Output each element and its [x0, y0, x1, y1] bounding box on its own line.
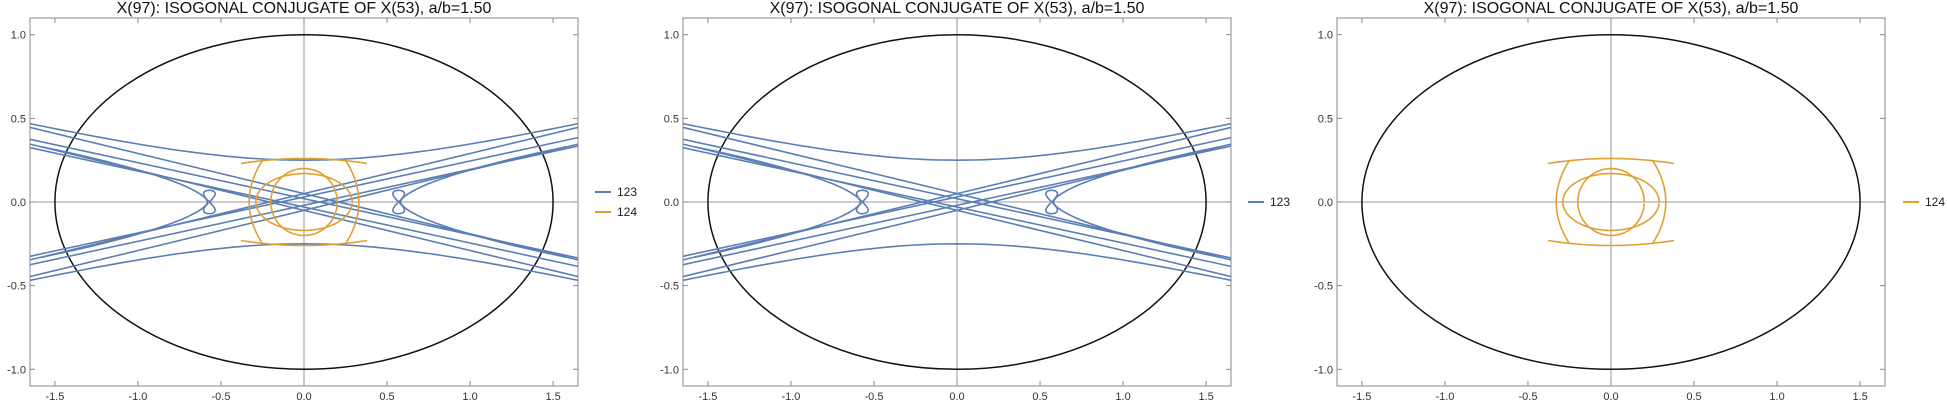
- series-124-curve: [270, 167, 338, 237]
- series-124-curve: [344, 159, 360, 245]
- y-tick-label: 0.0: [11, 197, 26, 209]
- x-tick-label: 1.5: [1852, 391, 1867, 403]
- series-124-curve: [1547, 157, 1675, 165]
- chart-panel-1: X(97): ISOGONAL CONJUGATE OF X(53), a/b=…: [7, 0, 637, 403]
- y-tick-label: -0.5: [7, 281, 26, 293]
- series-123-curve: [202, 189, 217, 215]
- y-tick-label: -0.5: [1314, 281, 1333, 293]
- series-123-curve: [30, 122, 578, 162]
- y-tick-label: -0.5: [660, 281, 679, 293]
- series-123-curve: [855, 189, 870, 215]
- plot-area: [30, 33, 578, 371]
- series-123-curve: [683, 136, 1231, 258]
- y-tick-label: 1.0: [664, 30, 679, 42]
- series-124-curve: [240, 157, 368, 165]
- chart-title: X(97): ISOGONAL CONJUGATE OF X(53), a/b=…: [770, 0, 1145, 17]
- y-tick-label: -1.0: [660, 364, 679, 376]
- chart-panel-3: X(97): ISOGONAL CONJUGATE OF X(53), a/b=…: [1314, 0, 1945, 403]
- x-tick-label: -1.5: [45, 391, 64, 403]
- series-123-curve: [41, 146, 209, 258]
- x-tick-label: 1.5: [1198, 391, 1213, 403]
- chart-title: X(97): ISOGONAL CONJUGATE OF X(53), a/b=…: [1424, 0, 1799, 17]
- legend-label: 124: [1925, 195, 1945, 209]
- series-123-curve: [1044, 189, 1059, 215]
- series-124: [240, 157, 368, 247]
- series-123-curve: [683, 242, 1231, 282]
- x-tick-label: 0.5: [1032, 391, 1047, 403]
- y-tick-label: 0.0: [664, 197, 679, 209]
- series-123-curve: [30, 136, 578, 258]
- series-123-curve: [683, 146, 1231, 268]
- y-tick-label: 1.0: [1318, 30, 1333, 42]
- series-123: [30, 122, 578, 282]
- y-tick-label: -1.0: [1314, 364, 1333, 376]
- chart-title: X(97): ISOGONAL CONJUGATE OF X(53), a/b=…: [117, 0, 492, 17]
- y-tick-label: 0.5: [1318, 113, 1333, 125]
- x-tick-label: 1.5: [545, 391, 560, 403]
- reference-ellipse: [54, 33, 554, 371]
- x-tick-label: -0.5: [864, 391, 883, 403]
- series-123-curve: [30, 242, 578, 282]
- y-tick-label: 0.0: [1318, 197, 1333, 209]
- x-tick-label: -1.0: [128, 391, 147, 403]
- series-124-curve: [248, 159, 264, 245]
- x-tick-label: 1.0: [1769, 391, 1784, 403]
- series-123-curve: [1052, 146, 1220, 258]
- x-tick-label: -0.5: [211, 391, 230, 403]
- series-124-curve: [1651, 159, 1667, 245]
- series-124: [1547, 157, 1675, 247]
- legend-label: 124: [617, 205, 637, 219]
- x-tick-label: -1.0: [781, 391, 800, 403]
- series-123-curve: [683, 122, 1231, 162]
- y-tick-label: -1.0: [7, 364, 26, 376]
- y-tick-label: 1.0: [11, 30, 26, 42]
- x-tick-label: -1.5: [698, 391, 717, 403]
- reference-ellipse: [1361, 33, 1861, 371]
- series-123: [683, 122, 1231, 282]
- x-tick-label: 0.5: [1686, 391, 1701, 403]
- legend-label: 123: [617, 185, 637, 199]
- legend-label: 123: [1270, 195, 1290, 209]
- series-123-curve: [694, 146, 862, 258]
- x-tick-label: -0.5: [1518, 391, 1537, 403]
- series-124-curve: [1555, 159, 1571, 245]
- x-tick-label: -1.5: [1352, 391, 1371, 403]
- x-tick-label: 0.0: [296, 391, 311, 403]
- x-tick-label: 0.5: [379, 391, 394, 403]
- reference-ellipse: [707, 33, 1207, 371]
- y-tick-label: 0.5: [11, 113, 26, 125]
- x-tick-label: 1.0: [462, 391, 477, 403]
- x-tick-label: 0.0: [1603, 391, 1618, 403]
- series-124-curve: [1577, 167, 1645, 237]
- x-tick-label: -1.0: [1435, 391, 1454, 403]
- y-tick-label: 0.5: [664, 113, 679, 125]
- plot-area: [683, 33, 1231, 371]
- series-123-curve: [30, 146, 578, 268]
- x-tick-label: 0.0: [949, 391, 964, 403]
- plot-area: [1361, 33, 1861, 371]
- series-123-curve: [399, 146, 567, 258]
- series-123-curve: [391, 189, 406, 215]
- x-tick-label: 1.0: [1115, 391, 1130, 403]
- chart-panel-2: X(97): ISOGONAL CONJUGATE OF X(53), a/b=…: [660, 0, 1290, 403]
